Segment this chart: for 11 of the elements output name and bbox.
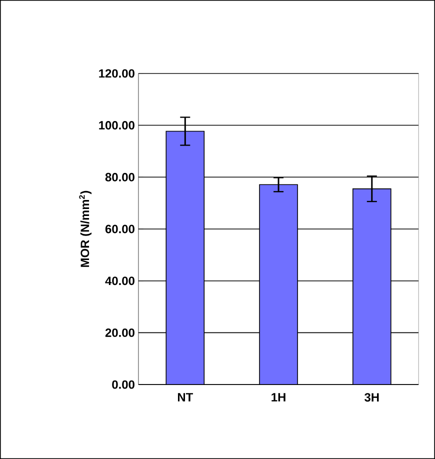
- y-tick-label: 80.00: [105, 172, 134, 182]
- y-axis-title: MOR (N/mm$^{2}$): [79, 190, 92, 267]
- x-tick-label: NT: [178, 393, 193, 402]
- x-tick-label: 3H: [364, 393, 379, 402]
- y-tick-label: 60.00: [105, 224, 134, 234]
- y-tick-label: 120.00: [99, 69, 134, 78]
- y-tick-label: 0.00: [112, 380, 134, 389]
- x-tick-label: 1H: [272, 393, 286, 402]
- y-tick-label: 40.00: [105, 276, 134, 286]
- y-tick-label: 100.00: [99, 121, 134, 130]
- y-tick-label: 20.00: [105, 328, 134, 337]
